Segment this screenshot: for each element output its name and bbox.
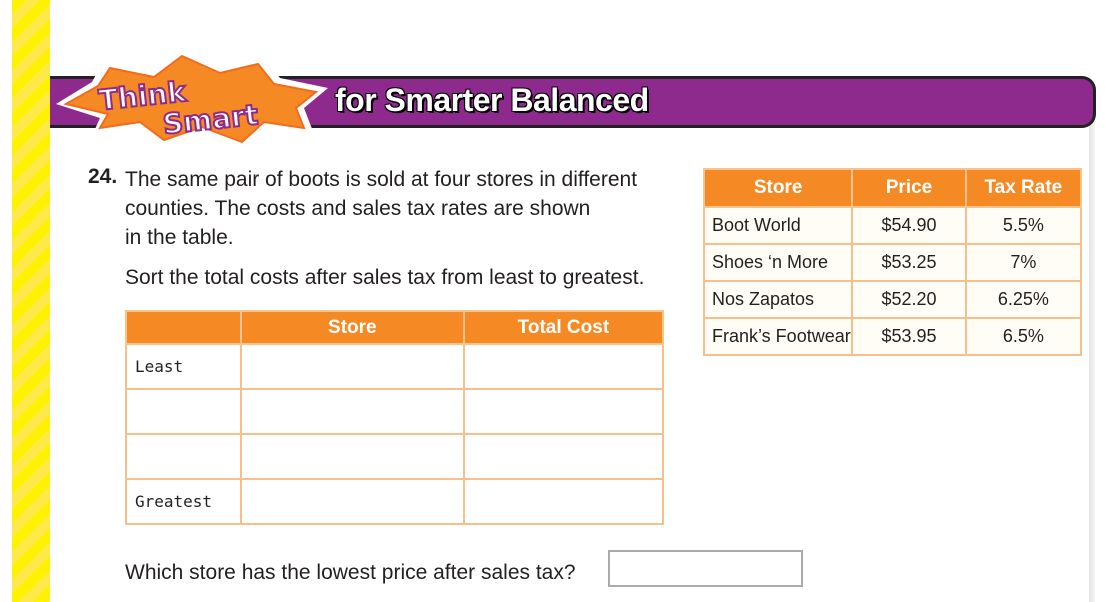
table-row: Nos Zapatos $52.20 6.25% (702, 280, 1083, 319)
yellow-side-stripe (12, 0, 50, 602)
header-blank (125, 310, 242, 345)
table-row: Boot World $54.90 5.5% (702, 206, 1083, 245)
table-row: Frank’s Footwear $53.95 6.5% (702, 317, 1083, 356)
row-label (125, 388, 242, 435)
table-row (125, 388, 665, 435)
price: $54.90 (851, 206, 967, 245)
question-line-1: The same pair of boots is sold at four s… (125, 168, 638, 191)
lowest-price-answer-box[interactable] (608, 550, 803, 587)
question-line-2: counties. The costs and sales tax rates … (125, 197, 591, 220)
store-table-header: Store Price Tax Rate (702, 168, 1083, 208)
tax-rate: 6.25% (964, 280, 1083, 319)
store-name: Frank’s Footwear (702, 317, 854, 356)
row-label (125, 433, 242, 480)
tax-rate: 5.5% (964, 206, 1083, 245)
page-edge (1089, 120, 1095, 602)
question-instruction: Sort the total costs after sales tax fro… (125, 266, 645, 289)
header-store: Store (239, 310, 465, 345)
total-cost-answer-cell[interactable] (462, 433, 665, 480)
store-price-table: Store Price Tax Rate Boot World $54.90 5… (702, 168, 1083, 356)
header-total-cost: Total Cost (462, 310, 665, 345)
price: $52.20 (851, 280, 967, 319)
row-label: Least (125, 343, 242, 390)
sort-table-header: Store Total Cost (125, 310, 665, 345)
total-cost-answer-cell[interactable] (462, 478, 665, 525)
final-question: Which store has the lowest price after s… (125, 561, 576, 584)
store-answer-cell[interactable] (239, 388, 465, 435)
price: $53.95 (851, 317, 967, 356)
store-answer-cell[interactable] (239, 478, 465, 525)
store-name: Boot World (702, 206, 854, 245)
header-store: Store (702, 168, 854, 208)
store-name: Nos Zapatos (702, 280, 854, 319)
row-label: Greatest (125, 478, 242, 525)
banner-title: for Smarter Balanced (335, 82, 649, 118)
question-number: 24. (88, 165, 118, 188)
table-row: Greatest (125, 478, 665, 525)
tax-rate: 7% (964, 243, 1083, 282)
question-line-3: in the table. (125, 226, 234, 249)
store-answer-cell[interactable] (239, 433, 465, 480)
header-price: Price (851, 168, 967, 208)
table-row: Least (125, 343, 665, 390)
think-smart-logo: Think Smart (56, 48, 328, 150)
store-answer-cell[interactable] (239, 343, 465, 390)
tax-rate: 6.5% (964, 317, 1083, 356)
price: $53.25 (851, 243, 967, 282)
header-tax-rate: Tax Rate (964, 168, 1083, 208)
total-cost-answer-cell[interactable] (462, 388, 665, 435)
total-cost-answer-cell[interactable] (462, 343, 665, 390)
sort-table: Store Total Cost Least Greatest (125, 310, 665, 525)
table-row (125, 433, 665, 480)
store-name: Shoes ‘n More (702, 243, 854, 282)
table-row: Shoes ‘n More $53.25 7% (702, 243, 1083, 282)
